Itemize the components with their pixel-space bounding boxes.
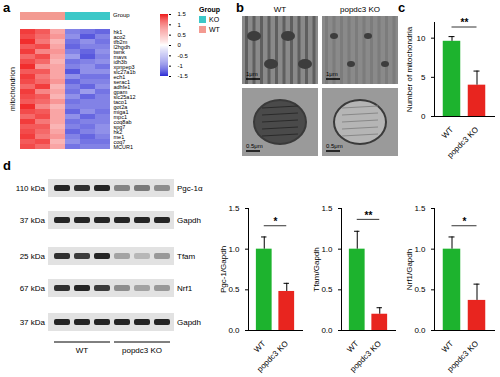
- html-text:a: a: [3, 0, 11, 15]
- svg-text:*: *: [274, 216, 278, 227]
- svg-text:xpnpep3: xpnpep3: [113, 63, 135, 70]
- svg-text:popdc3 KO: popdc3 KO: [255, 339, 290, 374]
- svg-text:serac1: serac1: [113, 78, 130, 85]
- svg-text:0: 0: [178, 42, 182, 48]
- svg-text:got2a: got2a: [113, 103, 128, 110]
- svg-text:0.5μm: 0.5μm: [326, 143, 343, 149]
- svg-text:Group: Group: [199, 6, 220, 14]
- svg-text:Nrf1/Gapdh: Nrf1/Gapdh: [405, 249, 414, 290]
- svg-text:67 kDa: 67 kDa: [20, 284, 46, 293]
- svg-text:1: 1: [178, 22, 182, 28]
- svg-text:Number of mitochondria: Number of mitochondria: [405, 26, 414, 112]
- svg-text:1μm: 1μm: [246, 71, 258, 77]
- svg-text:1μm: 1μm: [326, 71, 338, 77]
- svg-text:1.0: 1.0: [321, 245, 333, 254]
- svg-text:mpc1: mpc1: [113, 113, 127, 120]
- html-text:d: d: [3, 158, 11, 173]
- svg-text:1.0: 1.0: [414, 245, 426, 254]
- svg-text:1.5: 1.5: [321, 204, 333, 213]
- svg-text:25 kDa: 25 kDa: [20, 252, 46, 261]
- svg-text:Nrf1: Nrf1: [177, 284, 193, 293]
- html-text:c: c: [398, 0, 406, 15]
- svg-text:0.5μm: 0.5μm: [246, 143, 263, 149]
- svg-text:0.5: 0.5: [414, 285, 426, 294]
- svg-text:Tfam: Tfam: [177, 252, 196, 261]
- svg-text:Gapdh: Gapdh: [177, 216, 201, 225]
- svg-text:spg7: spg7: [113, 123, 126, 130]
- svg-text:1.5: 1.5: [414, 204, 426, 213]
- svg-text:Pgc-1α: Pgc-1α: [177, 184, 203, 193]
- svg-text:coq7: coq7: [113, 138, 126, 145]
- svg-text:slc27a1b: slc27a1b: [113, 68, 136, 75]
- svg-text:popdc3 KO: popdc3 KO: [446, 339, 481, 374]
- svg-text:slc25a12: slc25a12: [113, 93, 136, 100]
- svg-text:popdc3 KO: popdc3 KO: [340, 5, 380, 14]
- svg-text:popdc3 KO: popdc3 KO: [122, 346, 162, 355]
- svg-text:WT: WT: [209, 26, 221, 33]
- svg-text:adhfe1: adhfe1: [113, 83, 131, 90]
- svg-text:37 kDa: 37 kDa: [20, 216, 46, 225]
- svg-text:tfb2m: tfb2m: [113, 38, 128, 45]
- svg-text:Gapdh: Gapdh: [177, 318, 201, 327]
- svg-text:WT: WT: [76, 346, 89, 355]
- html-text:b: b: [236, 0, 244, 15]
- svg-text:0.0: 0.0: [414, 326, 426, 335]
- svg-text:hk1: hk1: [113, 28, 123, 35]
- svg-text:hk2: hk2: [113, 128, 123, 135]
- svg-text:KO: KO: [209, 16, 220, 23]
- svg-text:0: 0: [421, 112, 426, 121]
- svg-text:coq8ab: coq8ab: [113, 118, 132, 125]
- svg-text:l2hgdh: l2hgdh: [113, 43, 130, 50]
- svg-text:twnk: twnk: [113, 48, 125, 55]
- svg-text:WT: WT: [440, 125, 455, 140]
- svg-text:WT: WT: [345, 339, 360, 354]
- svg-text:-1: -1: [178, 63, 184, 69]
- svg-text:1.5: 1.5: [178, 11, 187, 17]
- svg-text:*: *: [463, 216, 467, 227]
- svg-text:5: 5: [421, 73, 426, 82]
- svg-text:**: **: [461, 17, 469, 28]
- svg-text:mavs: mavs: [113, 53, 127, 60]
- svg-text:0.0: 0.0: [321, 326, 333, 335]
- svg-text:0.5: 0.5: [178, 32, 187, 38]
- svg-text:me1: me1: [113, 133, 125, 140]
- svg-text:10: 10: [417, 34, 426, 43]
- svg-text:**: **: [365, 210, 373, 221]
- svg-text:miga1: miga1: [113, 108, 129, 115]
- svg-text:0.0: 0.0: [228, 326, 240, 335]
- svg-text:WT: WT: [440, 339, 455, 354]
- svg-text:taco1: taco1: [113, 98, 127, 105]
- svg-text:0.5: 0.5: [321, 285, 333, 294]
- svg-text:mitochondrion: mitochondrion: [9, 67, 16, 111]
- svg-text:popdc3 KO: popdc3 KO: [348, 339, 383, 374]
- svg-text:-1.5: -1.5: [178, 73, 189, 79]
- svg-text:1.0: 1.0: [228, 245, 240, 254]
- svg-text:Pgc-1/Gapdh: Pgc-1/Gapdh: [219, 246, 228, 293]
- svg-text:Tfam/Gapdh: Tfam/Gapdh: [312, 247, 321, 291]
- svg-text:idh3b: idh3b: [113, 58, 127, 65]
- svg-text:WT: WT: [274, 5, 287, 14]
- svg-text:110 kDa: 110 kDa: [16, 184, 46, 193]
- svg-text:MCUR1: MCUR1: [114, 144, 134, 150]
- svg-text:1.5: 1.5: [228, 204, 240, 213]
- svg-text:aco2: aco2: [113, 33, 126, 40]
- html-text:Group: Group: [113, 12, 130, 18]
- svg-text:gpam: gpam: [113, 88, 128, 95]
- svg-text:0.5: 0.5: [228, 285, 240, 294]
- svg-text:ech1: ech1: [113, 73, 126, 80]
- svg-text:37 kDa: 37 kDa: [20, 318, 46, 327]
- svg-text:-0.5: -0.5: [178, 53, 189, 59]
- svg-text:popdc3 KO: popdc3 KO: [446, 125, 481, 160]
- svg-text:WT: WT: [252, 339, 267, 354]
